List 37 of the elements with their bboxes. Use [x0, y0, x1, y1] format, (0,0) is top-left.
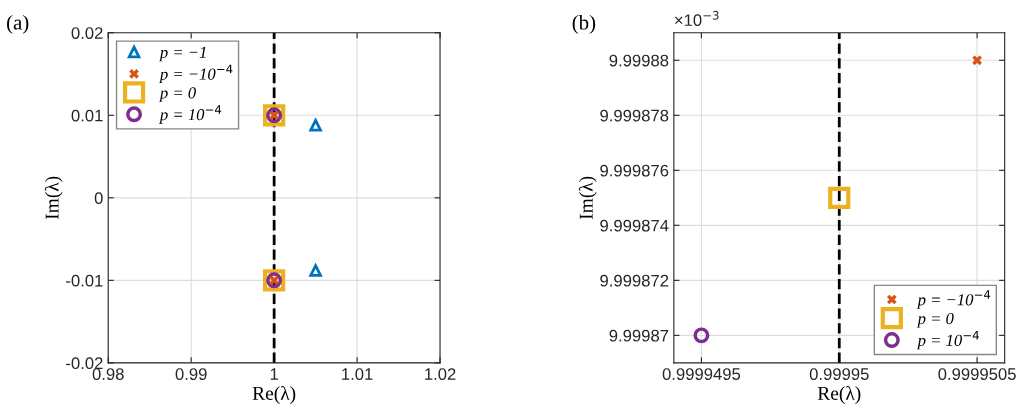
point: [972, 55, 982, 66]
x-tick-label: 0.9999505: [938, 368, 1016, 380]
y-tick-label: 9.999876: [600, 164, 669, 177]
x-tick-label: 1.01: [342, 368, 373, 380]
point: [309, 118, 322, 132]
chart-title: (b): [572, 14, 596, 34]
legend-label: p = −10$^{−4}$: [158, 64, 233, 84]
y-tick-label: 0: [94, 192, 103, 205]
x-tick-label: 0.99: [175, 368, 207, 380]
y-tick-label: 9.99988: [609, 54, 669, 67]
y-tick-label: -0.02: [66, 357, 103, 370]
legend-label: p = −10$^{−4}$: [916, 290, 991, 309]
point: [693, 327, 710, 344]
x-tick-label: 0.98: [92, 368, 124, 380]
legend-label: p = 10$^{−4}$: [916, 330, 979, 350]
x-axis-title: Re(λ): [252, 386, 296, 404]
x-tick-label: 1.02: [425, 368, 456, 380]
y-tick-label: 9.999874: [600, 219, 669, 232]
legend-label: p = −1: [158, 46, 206, 62]
legend-label: p = 0: [158, 87, 196, 102]
chart-title: (a): [7, 14, 29, 34]
y-tick-label: 9.99987: [609, 329, 669, 342]
y-axis-title: Im(λ): [44, 176, 63, 220]
y-tick-label: 0.01: [71, 109, 103, 122]
point: [828, 186, 851, 209]
y-axis-title: Im(λ): [578, 176, 597, 220]
legend-label: p = 0: [916, 312, 954, 328]
x-tick-label: 0.99995: [809, 368, 869, 380]
y-tick-label: 9.999872: [600, 274, 669, 287]
y-tick-label: 9.999878: [600, 109, 669, 122]
y-tick-label: 0.02: [71, 27, 103, 39]
y-tick-label: -0.01: [66, 274, 103, 287]
text: ×10$^{−3}$: [675, 10, 719, 27]
x-tick-label: 0.9999495: [662, 368, 741, 380]
x-tick-label: 1: [270, 368, 278, 380]
legend-label: p = 10$^{−4}$: [158, 105, 222, 124]
x-axis-title: Re(λ): [817, 386, 861, 404]
